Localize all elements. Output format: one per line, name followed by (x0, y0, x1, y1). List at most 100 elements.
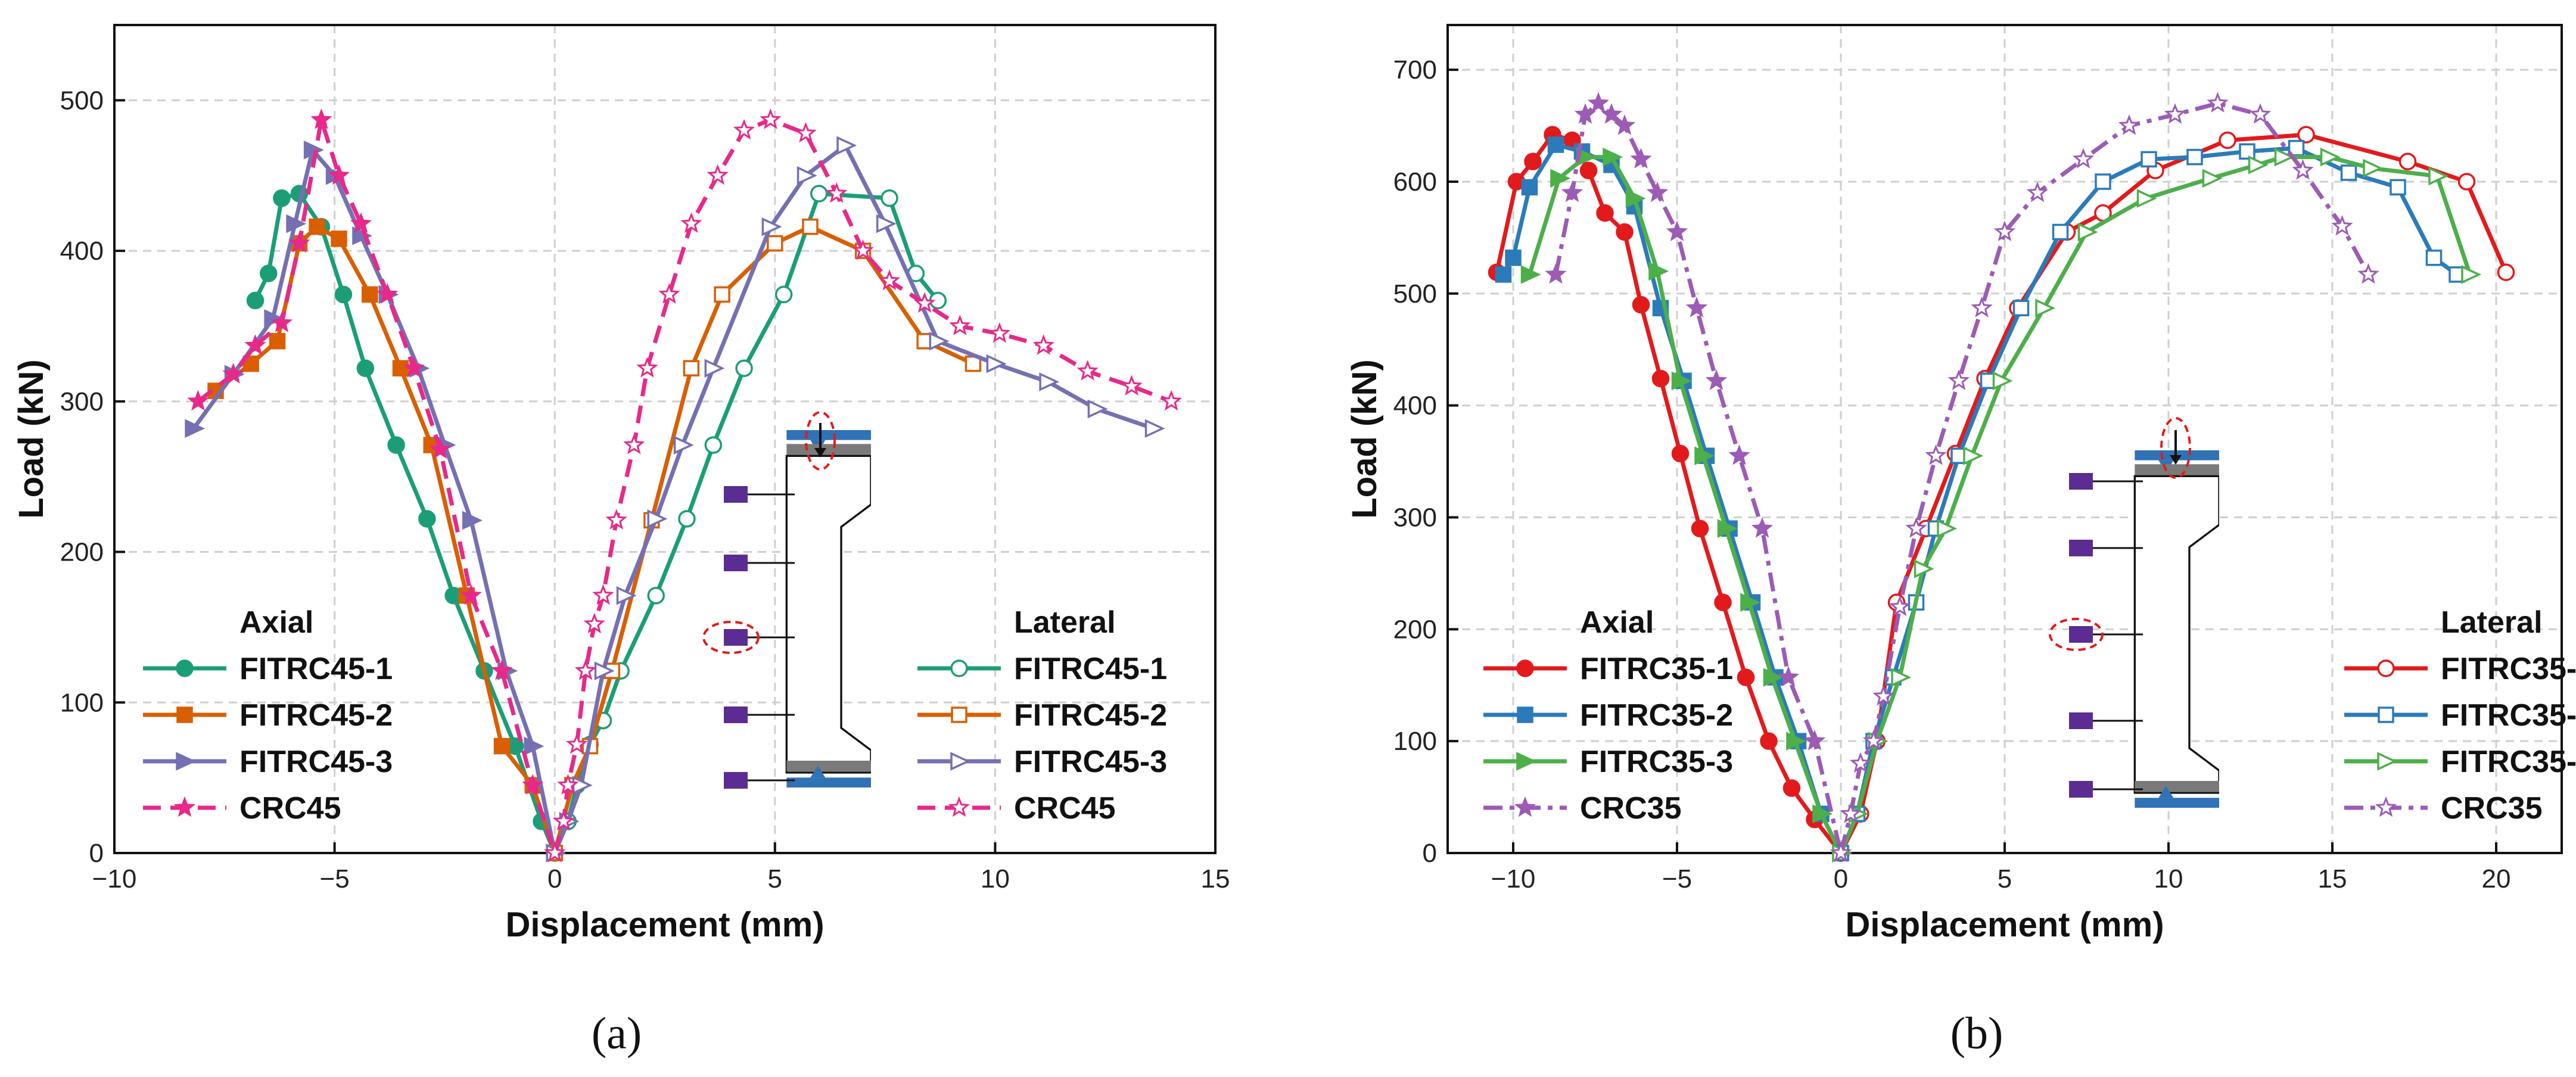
data-point (1160, 390, 1183, 411)
data-point (1039, 372, 1060, 391)
series-lateral-crc45 (543, 108, 1183, 863)
data-point (2428, 166, 2449, 186)
gauge-sensor-icon (2069, 473, 2093, 490)
data-point (1717, 519, 1738, 538)
data-point (1520, 265, 1541, 284)
data-point (1545, 263, 1567, 284)
data-point (309, 218, 325, 235)
series-lateral-fitrc35-3 (1832, 147, 2482, 863)
y-tick-label: 500 (60, 86, 104, 115)
y-tick-label: 0 (89, 839, 104, 868)
x-tick-label: 0 (1834, 864, 1848, 894)
legend-axial: Axial FITRC35-1 FITRC35-2 FITRC35-3 CRC35 (1483, 605, 1733, 826)
x-axis-label: Displacement (mm) (505, 905, 824, 944)
legend-label: FITRC35-2 (2441, 698, 2576, 733)
data-point (1937, 519, 1958, 538)
data-point (2461, 265, 2482, 284)
data-point (1685, 297, 1708, 318)
legend-label: FITRC35-1 (1580, 652, 1733, 686)
data-point (673, 435, 694, 455)
data-point (1803, 730, 1826, 751)
data-point (733, 119, 755, 140)
data-point (1905, 517, 1927, 538)
data-point (352, 226, 373, 245)
data-point (176, 706, 193, 723)
load-highlight-ellipse (805, 411, 836, 471)
data-point (2297, 126, 2315, 144)
data-point (761, 217, 782, 236)
x-tick-label: −5 (320, 864, 350, 894)
data-point (1740, 593, 1761, 612)
data-point (2219, 131, 2236, 150)
data-point (647, 587, 665, 605)
series-line (1838, 101, 2370, 854)
legend-label: FITRC45-3 (239, 745, 393, 779)
data-point (2239, 143, 2255, 160)
data-point (552, 810, 575, 831)
data-point (948, 796, 970, 817)
data-point (429, 438, 452, 459)
data-point (310, 108, 332, 129)
data-point (678, 510, 696, 528)
data-point (2248, 155, 2269, 175)
legend-title: Axial (1580, 605, 1654, 640)
y-tick-label: 200 (60, 538, 104, 567)
x-tick-label: 10 (981, 864, 1010, 894)
data-point (1830, 841, 1852, 863)
data-point (2052, 223, 2069, 241)
y-tick-label: 400 (60, 236, 104, 266)
data-point (683, 360, 700, 376)
panel-caption: (a) (592, 1008, 642, 1059)
data-point (929, 331, 950, 351)
data-point (735, 359, 753, 377)
data-point (774, 285, 793, 304)
data-point (714, 286, 730, 303)
legend-label: FITRC35-3 (1580, 745, 1733, 779)
data-point (878, 269, 901, 291)
data-point (2136, 189, 2157, 208)
data-point (557, 774, 579, 795)
data-point (876, 214, 897, 234)
series-lateral-fitrc45-3 (546, 136, 1165, 863)
x-tick-label: 5 (768, 864, 782, 894)
y-tick-label: 700 (1393, 55, 1437, 85)
data-point (1751, 517, 1774, 538)
data-point (392, 360, 409, 376)
data-point (2207, 92, 2229, 113)
data-point (350, 212, 372, 234)
data-point (2249, 103, 2272, 124)
data-point (1579, 161, 1598, 179)
data-point (1891, 668, 1912, 687)
data-point (334, 285, 353, 304)
legend-label: FITRC35-2 (1580, 698, 1733, 733)
series-line (192, 148, 557, 854)
plot-frame (113, 24, 1217, 854)
data-point (2077, 222, 2098, 242)
data-point (2274, 147, 2295, 167)
data-point (2377, 659, 2395, 677)
data-point (2141, 151, 2157, 168)
data-point (636, 357, 658, 378)
data-point (1694, 446, 1715, 465)
data-point (881, 189, 898, 207)
legend-label: FITRC45-2 (1014, 698, 1167, 733)
data-point (1587, 92, 1610, 113)
data-point (1993, 220, 2016, 241)
data-point (222, 363, 244, 384)
load-arrow-head-icon (814, 448, 826, 457)
specimen-diagram (2049, 417, 2219, 809)
data-point (377, 283, 399, 304)
series-line (1554, 101, 1843, 854)
y-tick-label: 100 (60, 688, 104, 717)
data-point (2375, 796, 2397, 817)
data-point (1992, 371, 2013, 391)
data-point (185, 419, 206, 438)
data-point (2390, 179, 2406, 196)
data-point (1925, 444, 1947, 465)
data-point (1032, 334, 1054, 355)
data-point (623, 433, 645, 455)
x-tick-label: 15 (1201, 864, 1230, 894)
data-point (288, 232, 310, 253)
gauge-sensor-icon (724, 555, 748, 571)
data-point (1782, 779, 1801, 797)
